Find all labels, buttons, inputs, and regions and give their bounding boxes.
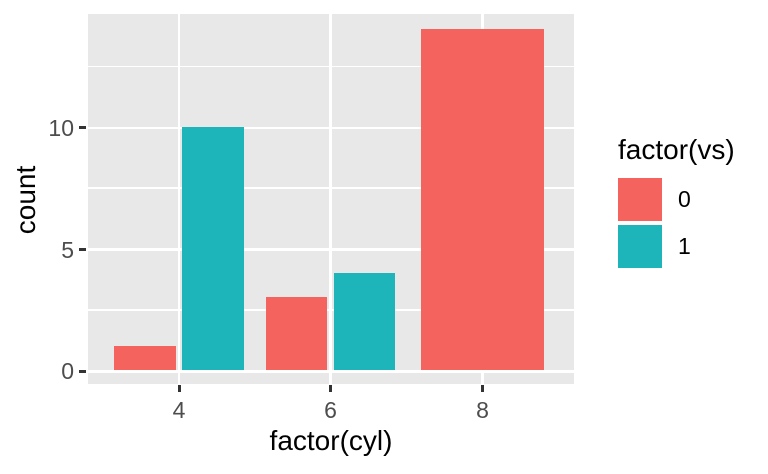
legend-entry: 1 [618,224,735,268]
y-tick-label: 5 [61,236,74,263]
x-tick-mark [177,385,181,392]
legend-title: factor(vs) [618,134,735,165]
bar-cyl6-vs1 [333,272,396,370]
legend-swatch [618,177,662,221]
bar-cyl4-vs1 [182,126,244,370]
legend-entry: 0 [618,177,735,221]
y-tick-mark [79,126,86,130]
plot-panel [88,14,574,384]
x-tick-mark [481,385,484,392]
y-tick-label: 0 [61,358,74,385]
bar-cyl8-vs0 [421,29,544,370]
y-tick-mark [79,369,86,373]
x-tick-label: 8 [476,397,489,423]
y-axis-title: count [10,165,41,235]
legend-label: 0 [678,186,691,212]
x-tick-label: 6 [324,397,337,423]
y-tick-mark [79,248,86,252]
gridline-major-v [177,14,181,384]
x-tick-label: 4 [172,397,186,423]
bar-cyl6-vs0 [265,296,328,370]
x-tick-mark [329,385,332,392]
gridline-major-v [329,14,332,384]
legend-swatch [618,224,662,268]
legend-label: 1 [678,233,691,259]
bar-cyl4-vs0 [114,345,176,370]
x-axis-title: factor(cyl) [269,425,393,456]
y-tick-label: 10 [48,114,74,141]
